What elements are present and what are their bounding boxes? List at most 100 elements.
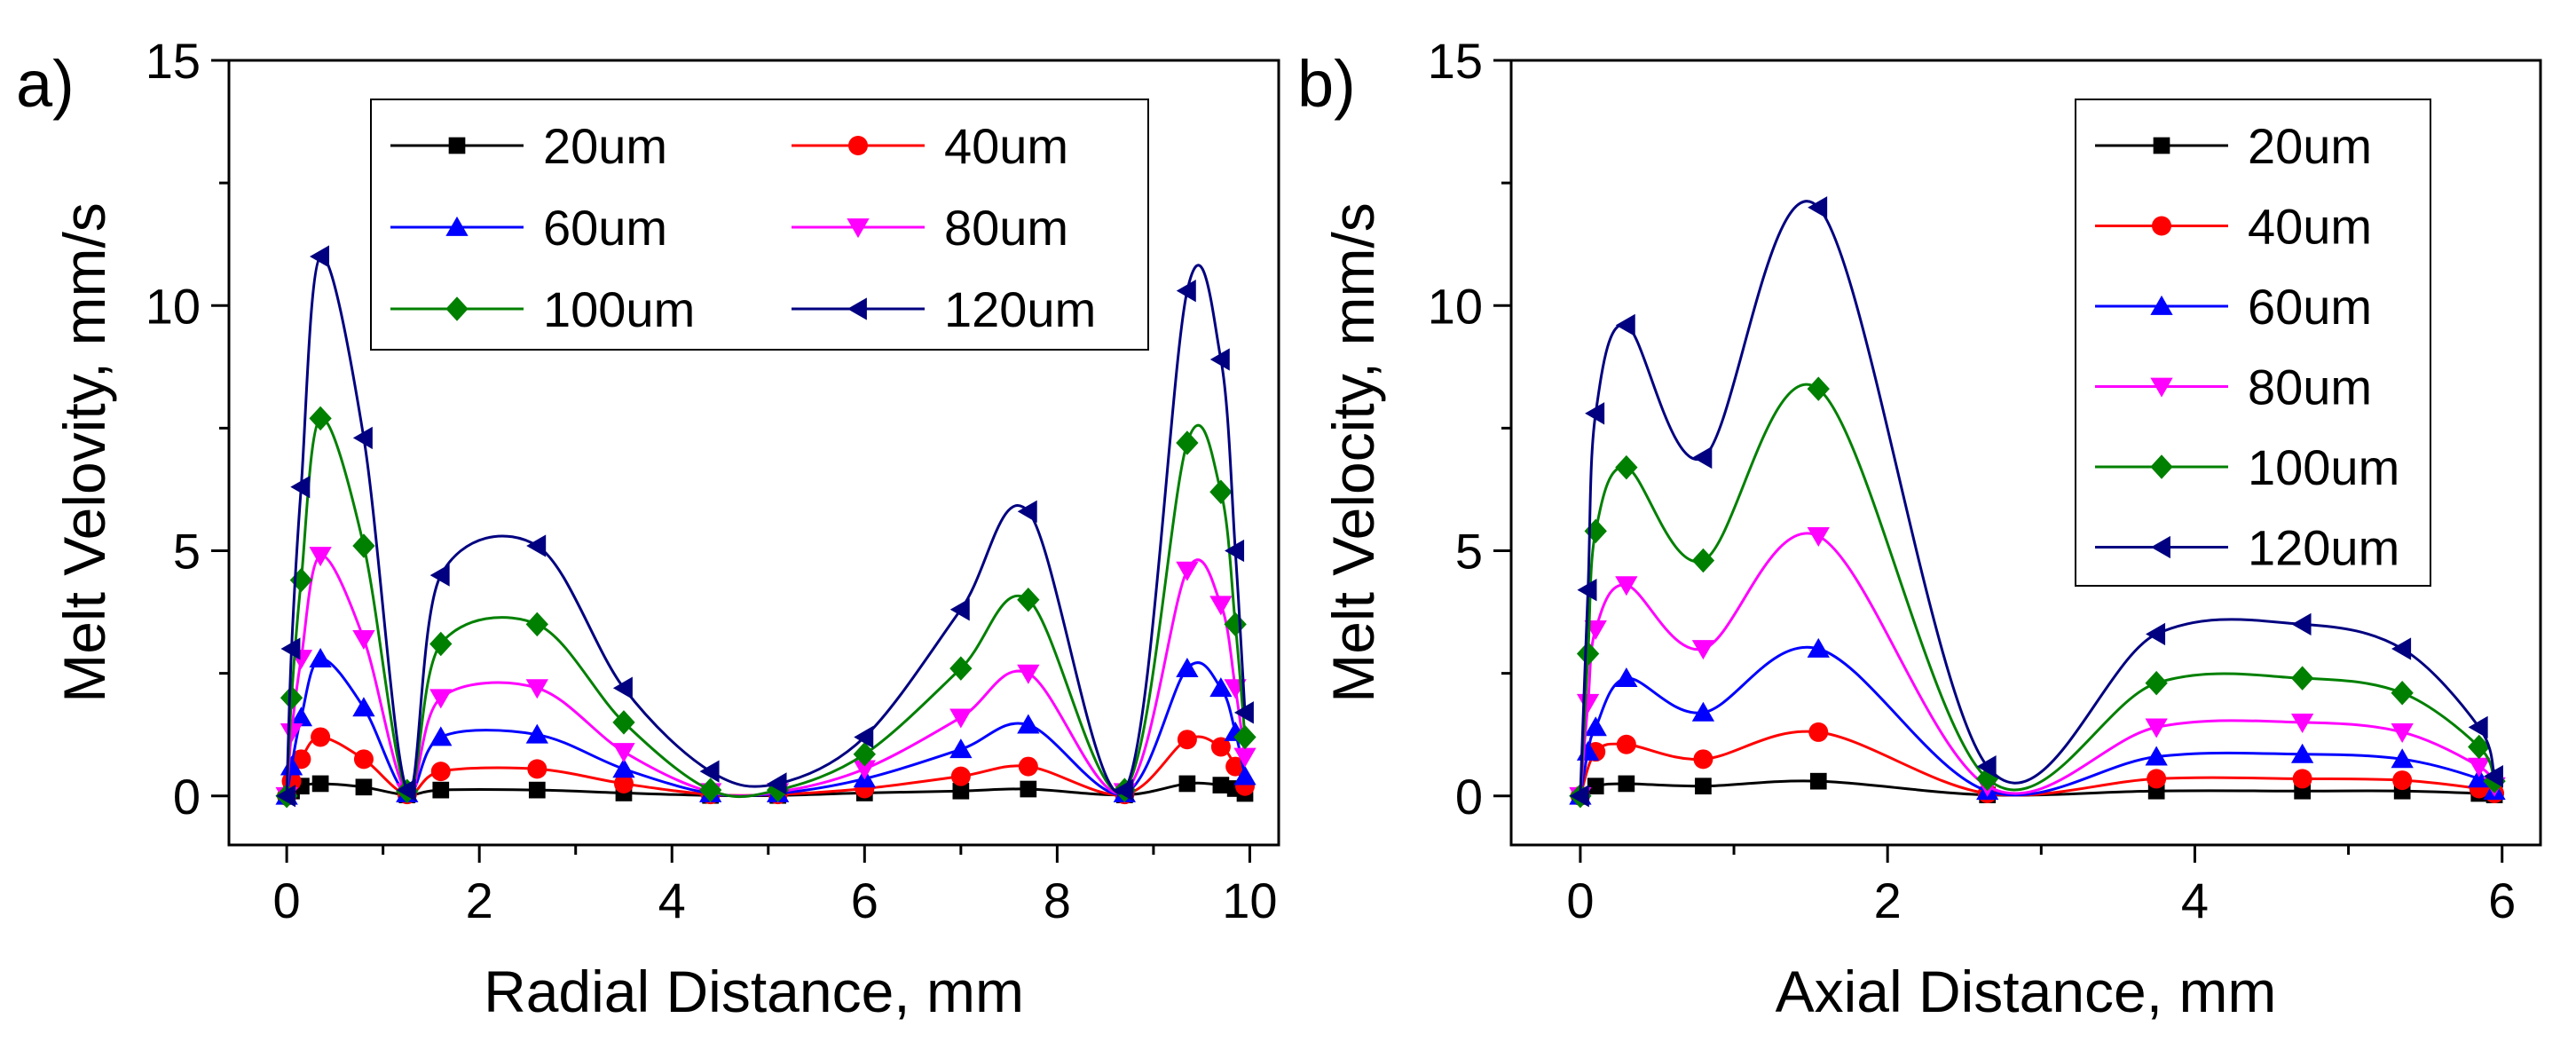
plot-frame bbox=[227, 59, 1280, 847]
legend-marker-40um bbox=[848, 136, 868, 155]
data-point-20um-3 bbox=[1695, 778, 1712, 795]
data-point-20um-4 bbox=[1809, 772, 1827, 790]
data-point-100um-11 bbox=[853, 742, 876, 767]
data-point-60um-16 bbox=[1209, 677, 1233, 698]
data-point-120um-4 bbox=[352, 426, 373, 450]
data-point-100um-1 bbox=[280, 685, 303, 710]
data-point-40um-16 bbox=[1210, 737, 1231, 757]
y-axis-title: Melt Velovity, mm/s bbox=[51, 202, 117, 703]
data-point-120um-0 bbox=[1569, 785, 1589, 808]
data-point-60um-7 bbox=[2145, 746, 2168, 766]
data-point-60um-13 bbox=[1017, 714, 1040, 734]
x-tick-label: 4 bbox=[2181, 872, 2209, 928]
data-point-60um-8 bbox=[612, 758, 635, 778]
data-point-60um-2 bbox=[289, 707, 313, 727]
data-point-120um-0 bbox=[276, 785, 296, 808]
data-point-60um-2 bbox=[1584, 716, 1607, 737]
legend-marker-80um bbox=[2150, 377, 2173, 398]
data-point-40um-7 bbox=[2292, 769, 2312, 789]
series-line-120um bbox=[1579, 200, 2496, 796]
data-point-120um-1 bbox=[1577, 579, 1597, 602]
data-point-100um-16 bbox=[1209, 479, 1233, 504]
data-point-60um-1 bbox=[280, 755, 303, 776]
data-point-80um-9 bbox=[2391, 723, 2414, 744]
data-point-20um-12 bbox=[952, 782, 970, 800]
legend-entry-100um: 100um bbox=[390, 281, 695, 337]
data-point-100um-1 bbox=[1576, 641, 1600, 667]
data-point-40um-3 bbox=[311, 727, 331, 747]
legend-marker-60um bbox=[445, 216, 469, 236]
data-point-60um-18 bbox=[1233, 765, 1256, 785]
data-point-120um-1 bbox=[280, 637, 301, 660]
data-point-120um-10 bbox=[2468, 715, 2488, 739]
legend-entry-20um: 20um bbox=[2095, 118, 2372, 174]
data-point-80um-18 bbox=[1233, 747, 1256, 768]
data-point-40um-2 bbox=[1616, 734, 1636, 754]
data-point-120um-2 bbox=[1585, 402, 1605, 425]
legend: 20um 40um 60um 80um 100um 120um bbox=[370, 99, 1149, 351]
x-tick-label: 10 bbox=[1222, 872, 1277, 928]
x-axis-title: Axial Distance, mm bbox=[1776, 959, 2277, 1024]
legend-entry-80um: 80um bbox=[2095, 359, 2372, 415]
legend-label: 100um bbox=[2248, 439, 2399, 495]
data-point-60um-3 bbox=[1615, 667, 1638, 688]
data-point-100um-4 bbox=[352, 533, 375, 558]
data-point-100um-8 bbox=[612, 710, 635, 735]
data-point-100um-5 bbox=[1807, 376, 1830, 401]
legend-entry-60um: 60um bbox=[2095, 279, 2372, 335]
data-point-120um-8 bbox=[612, 676, 633, 699]
data-point-20um-6 bbox=[432, 781, 450, 799]
data-point-120um-17 bbox=[1225, 539, 1245, 563]
legend-entry-80um: 80um bbox=[792, 200, 1068, 256]
data-point-100um-3 bbox=[1615, 454, 1638, 480]
data-point-80um-12 bbox=[949, 708, 973, 729]
legend-entry-100um: 100um bbox=[2095, 439, 2399, 495]
data-point-120um-8 bbox=[2291, 612, 2312, 636]
data-point-60um-5 bbox=[1807, 637, 1830, 658]
y-tick-label: 5 bbox=[1455, 524, 1483, 580]
data-point-100um-7 bbox=[2145, 670, 2168, 696]
legend-label: 40um bbox=[944, 118, 1068, 174]
data-point-40um-17 bbox=[1225, 756, 1246, 777]
legend-entry-20um: 20um bbox=[390, 118, 667, 174]
x-tick-label: 2 bbox=[466, 872, 493, 928]
legend-label: 60um bbox=[543, 200, 667, 256]
data-point-120um-11 bbox=[2483, 765, 2503, 788]
data-point-120um-3 bbox=[310, 245, 330, 268]
series-line-60um bbox=[1579, 645, 2496, 797]
data-point-80um-4 bbox=[352, 630, 375, 651]
data-point-20um-4 bbox=[355, 778, 373, 796]
data-point-120um-4 bbox=[1692, 446, 1713, 470]
data-point-20um-13 bbox=[1020, 780, 1037, 798]
panel-label: b) bbox=[1297, 47, 1356, 121]
data-point-80um-6 bbox=[429, 689, 453, 709]
y-tick-label: 10 bbox=[1428, 278, 1483, 334]
data-point-100um-15 bbox=[1176, 430, 1199, 455]
legend-label: 100um bbox=[543, 281, 695, 337]
legend-label: 20um bbox=[543, 118, 667, 174]
legend-marker-100um bbox=[445, 296, 469, 321]
legend-marker-20um bbox=[2153, 137, 2170, 154]
legend-entry-40um: 40um bbox=[2095, 199, 2372, 255]
x-tick-label: 6 bbox=[851, 872, 878, 928]
data-point-120um-5 bbox=[396, 778, 416, 801]
data-point-120um-7 bbox=[526, 534, 547, 557]
x-axis-title: Radial Distance, mm bbox=[484, 959, 1024, 1024]
data-point-120um-2 bbox=[290, 476, 311, 499]
data-point-100um-4 bbox=[1691, 548, 1715, 573]
legend-marker-60um bbox=[2150, 295, 2173, 315]
data-point-120um-6 bbox=[1976, 754, 1997, 778]
data-point-120um-9 bbox=[699, 760, 720, 783]
data-point-60um-4 bbox=[352, 697, 375, 717]
data-point-80um-13 bbox=[1017, 664, 1040, 684]
data-point-80um-5 bbox=[1807, 527, 1830, 548]
data-point-120um-12 bbox=[949, 598, 970, 621]
data-point-80um-8 bbox=[2290, 713, 2314, 733]
data-point-100um-17 bbox=[1224, 612, 1247, 637]
data-point-80um-10 bbox=[2468, 757, 2491, 778]
legend-label: 120um bbox=[2248, 520, 2399, 576]
data-point-20um-15 bbox=[1178, 775, 1196, 793]
data-point-100um-6 bbox=[1976, 766, 1999, 792]
data-point-20um-16 bbox=[1212, 777, 1230, 793]
y-tick-label: 0 bbox=[173, 769, 201, 825]
